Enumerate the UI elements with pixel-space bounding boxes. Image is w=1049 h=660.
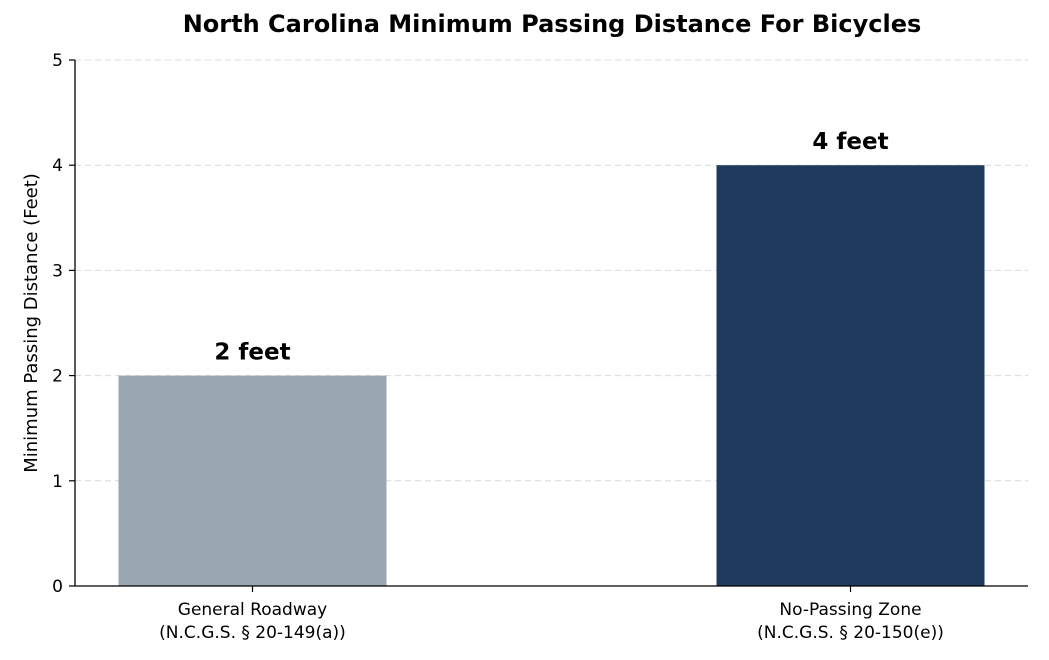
- bar: [118, 375, 387, 586]
- x-tick-label: (N.C.G.S. § 20-150(e)): [757, 623, 944, 643]
- chart-title: North Carolina Minimum Passing Distance …: [183, 10, 922, 38]
- y-tick-label: 4: [52, 156, 63, 176]
- data-labels: 2 feet 4 feet: [214, 129, 888, 365]
- axes: 0 1 2 3 4 5 General Roadway (N.C.G.S. § 20-149(…: [52, 51, 1028, 643]
- data-label: 2 feet: [214, 340, 290, 366]
- x-tick-label: General Roadway: [178, 600, 327, 620]
- y-tick-label: 5: [52, 51, 63, 71]
- x-tick-label: No-Passing Zone: [779, 600, 921, 620]
- y-tick-label: 3: [52, 261, 63, 281]
- bars: [118, 165, 985, 586]
- y-tick-label: 2: [52, 367, 63, 387]
- y-tick-label: 1: [52, 472, 63, 492]
- y-tick-label: 0: [52, 577, 63, 597]
- bar: [716, 165, 985, 586]
- x-tick-label: (N.C.G.S. § 20-149(a)): [159, 623, 346, 643]
- data-label: 4 feet: [812, 129, 888, 155]
- y-axis-label: Minimum Passing Distance (Feet): [21, 173, 42, 473]
